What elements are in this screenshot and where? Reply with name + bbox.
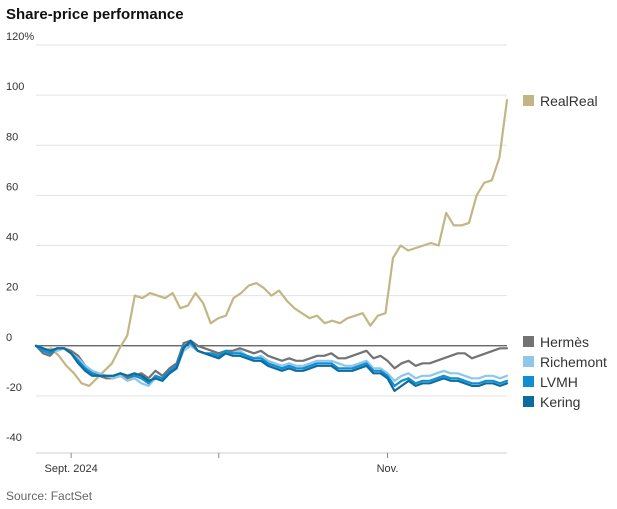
y-tick-label: 0: [6, 332, 12, 344]
y-tick-label: 40: [6, 232, 18, 244]
y-tick-label: 100: [6, 81, 24, 93]
y-tick-label: 60: [6, 181, 18, 193]
x-tick-label: Nov.: [377, 463, 399, 475]
series-lines: [34, 98, 509, 392]
legend-swatch: [523, 336, 534, 347]
legend-label: LVMH: [540, 374, 578, 390]
series-line-kering: [34, 339, 509, 392]
x-axis: Sept. 2024 Nov.: [36, 452, 507, 475]
legend-label: Hermès: [540, 334, 589, 350]
y-axis-tick-labels: 120% 100 80 60 40 20 0 -20 -40: [6, 31, 34, 444]
legend-label: Kering: [540, 394, 580, 410]
legend-swatch: [523, 396, 534, 407]
legend-swatch: [523, 356, 534, 367]
legend: RealReal Hermès Richemont LVMH Kering: [523, 93, 607, 410]
y-tick-label: -20: [6, 382, 22, 394]
series-line-realreal: [34, 98, 509, 387]
legend-swatch: [523, 95, 534, 106]
source-note: Source: FactSet: [6, 489, 93, 503]
chart-title: Share-price performance: [6, 6, 184, 23]
y-tick-label: -40: [6, 432, 22, 444]
y-tick-label: 20: [6, 282, 18, 294]
y-tick-label: 80: [6, 131, 18, 143]
legend-label: Richemont: [540, 354, 607, 370]
y-tick-label: 120%: [6, 31, 34, 43]
legend-label: RealReal: [540, 93, 598, 109]
series-line-lvmh: [34, 342, 509, 387]
legend-swatch: [523, 376, 534, 387]
x-tick-label: Sept. 2024: [45, 463, 98, 475]
series-line-richemont: [34, 344, 509, 387]
gridlines: [36, 44, 507, 397]
